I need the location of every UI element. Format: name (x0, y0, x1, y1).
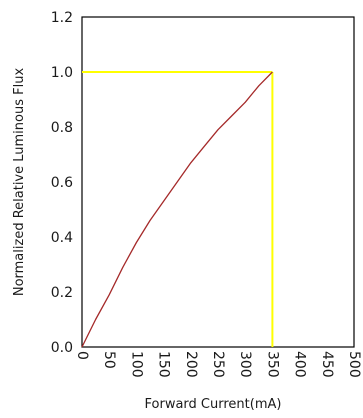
x-tick-label: 50 (101, 351, 117, 369)
y-tick-label: 0.2 (51, 285, 73, 301)
x-tick-label: 300 (237, 351, 253, 378)
x-tick-label: 200 (183, 351, 199, 378)
x-tick-label: 0 (74, 351, 90, 360)
x-tick-label: 500 (346, 351, 362, 378)
plot-frame (81, 16, 355, 348)
reference-lines (82, 71, 274, 347)
x-tick-labels: 0 50 100 150 200 250 300 350 400 450 500 (74, 351, 362, 378)
y-tick-labels: 0.0 0.2 0.4 0.6 0.8 1.0 1.2 (51, 10, 73, 356)
x-tick-label: 400 (292, 351, 308, 378)
x-tick-label: 100 (128, 351, 144, 378)
x-axis-title: Forward Current(mA) (145, 397, 282, 412)
x-tick-label: 450 (319, 351, 335, 378)
x-tick-label: 350 (264, 351, 280, 378)
y-axis-title: Normalized Relative Luminous Flux (12, 68, 27, 297)
y-tick-label: 0.8 (51, 120, 73, 136)
y-tick-label: 1.0 (51, 65, 73, 81)
y-tick-label: 0.6 (51, 175, 73, 191)
y-tick-label: 0.0 (51, 340, 73, 356)
series-layer (81, 71, 273, 348)
y-tick-label: 1.2 (51, 10, 73, 26)
x-tick-label: 250 (210, 351, 226, 378)
x-tick-label: 150 (156, 351, 172, 378)
series-line (81, 71, 273, 348)
y-tick-label: 0.4 (51, 230, 73, 246)
